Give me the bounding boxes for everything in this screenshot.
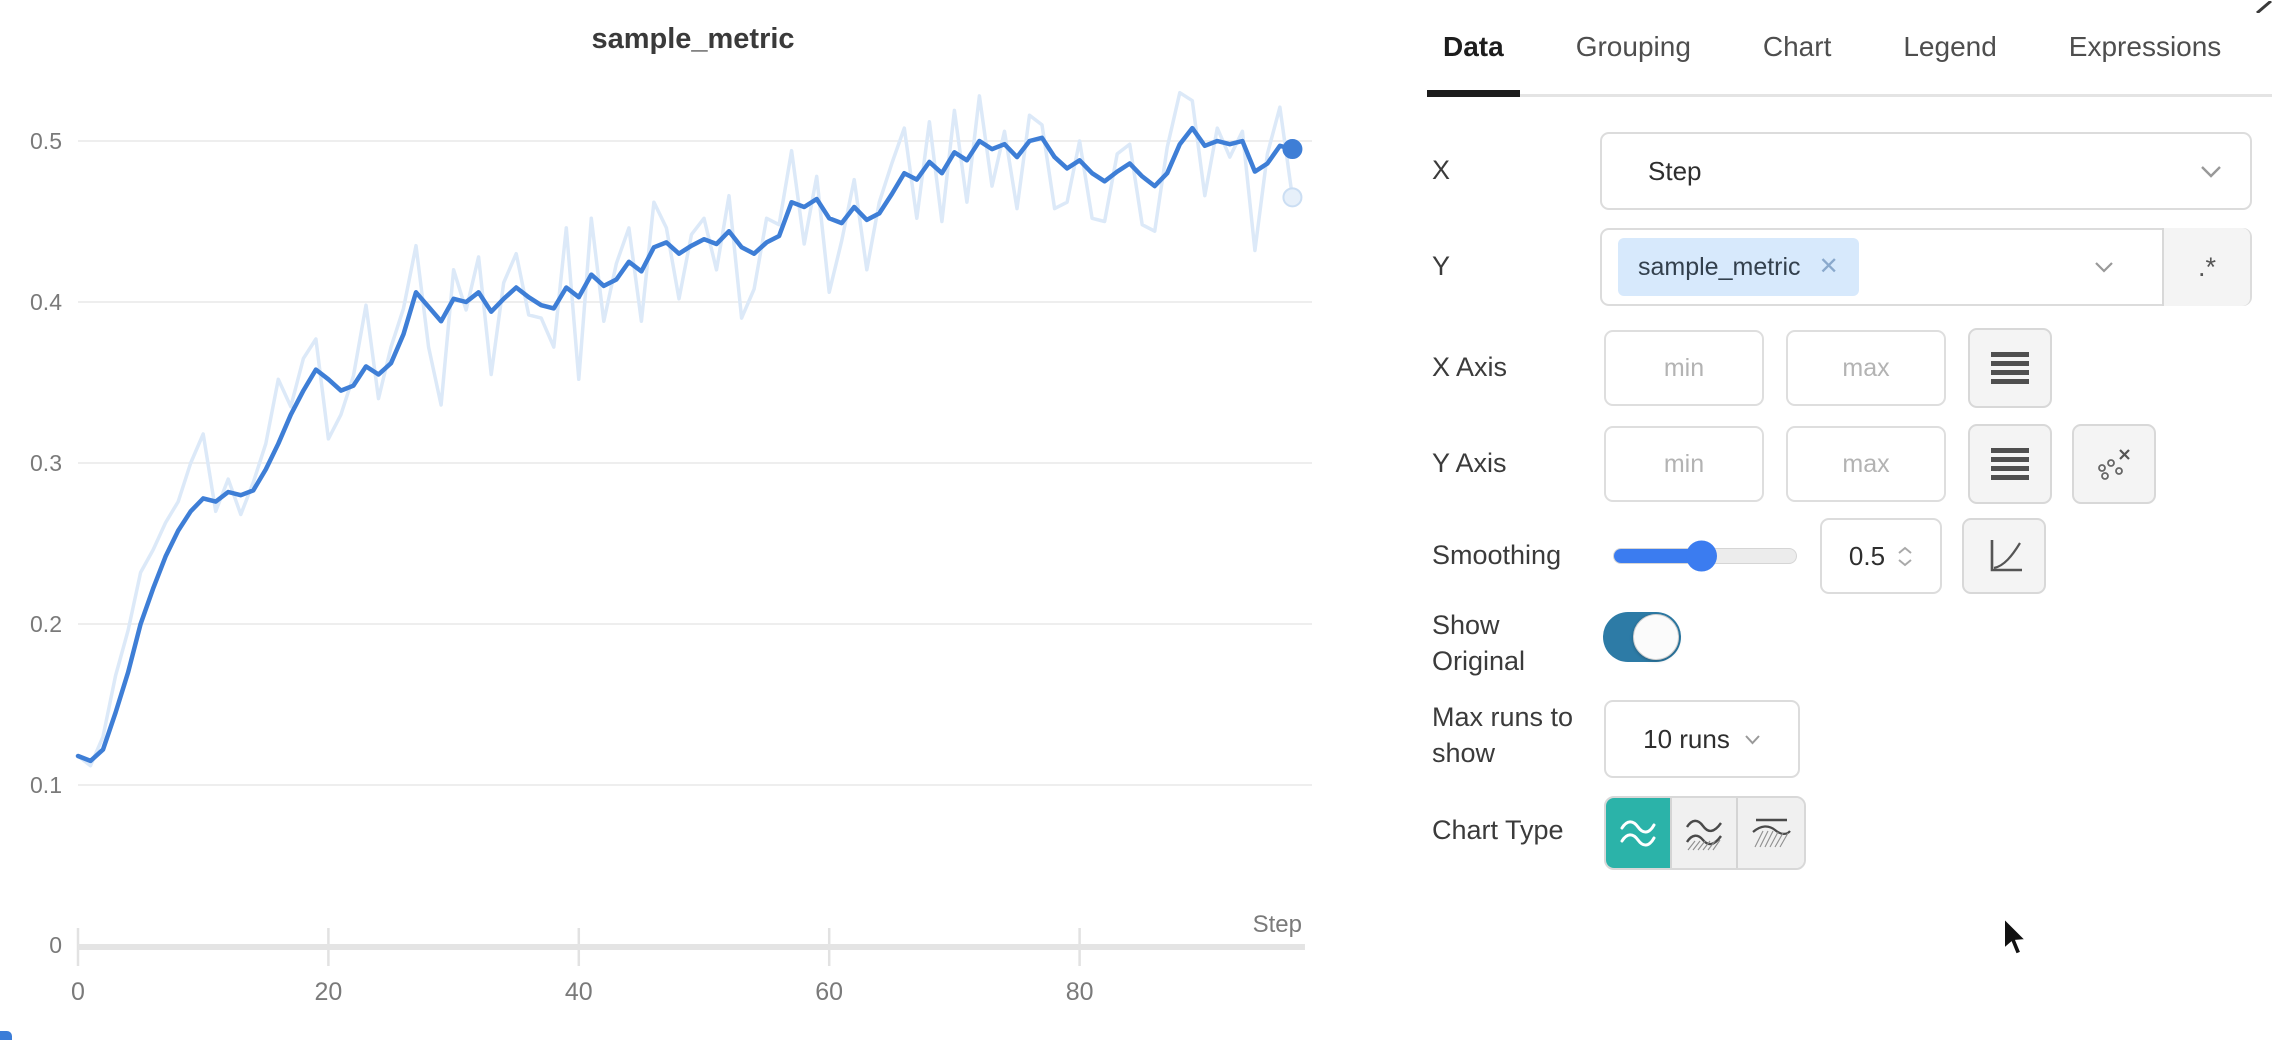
show-original-toggle[interactable] [1603,612,1681,662]
outliers-icon [2098,449,2130,480]
toggle-knob [1633,614,1679,660]
svg-text:0.1: 0.1 [30,772,62,798]
smoothing-label: Smoothing [1432,540,1562,571]
svg-text:60: 60 [815,978,843,1006]
remove-metric-icon[interactable]: ✕ [1818,253,1839,280]
y-axis-log-scale-button[interactable] [1968,424,2052,504]
y-metric-tag-label: sample_metric [1638,252,1801,281]
chart-y-tick-labels: 0.5 0.4 0.3 0.2 0.1 0 [30,128,62,958]
smoothing-row: Smoothing 0.5 [1420,518,2272,594]
x-field-label: X [1432,155,1451,186]
tab-chart-label: Chart [1762,31,1832,62]
smoothing-type-button[interactable] [1962,518,2046,594]
regex-icon: .* [2197,251,2216,282]
chart-type-row: Chart Type [1420,796,2272,870]
chart-gridlines [78,140,1312,786]
y-axis-max-input[interactable] [1786,426,1946,502]
chart-type-area[interactable] [1672,798,1738,868]
chart-settings-panel: Data Grouping Chart Legend Expressions X… [1420,0,2272,1040]
log-scale-icon [1991,448,2029,480]
y-axis-min-input[interactable] [1604,426,1764,502]
chart-type-label: Chart Type [1432,815,1564,846]
tab-data[interactable]: Data [1427,0,1520,97]
svg-text:0.2: 0.2 [30,611,62,637]
minmax-plot-icon [1752,818,1791,848]
smoothing-slider[interactable] [1613,540,1797,572]
active-tab-underline [1427,90,1520,97]
x-metric-select-value: Step [1648,155,1702,186]
chart-x-axis [76,928,1305,966]
tab-chart[interactable]: Chart [1747,0,1847,94]
show-original-row: Show Original [1420,608,2272,700]
svg-text:40: 40 [565,978,593,1006]
y-field-label: Y [1432,251,1451,282]
line-plot-icon [1620,820,1656,847]
clipped-bottom-element [0,1031,12,1040]
x-metric-select[interactable]: Step [1600,132,2252,210]
chevron-down-icon [2201,165,2221,178]
tab-expressions[interactable]: Expressions [2053,0,2238,94]
svg-text:0.5: 0.5 [30,128,62,154]
svg-text:80: 80 [1066,978,1094,1006]
y-metric-select[interactable]: sample_metric ✕ .* [1600,228,2252,306]
metric-chart-svg[interactable]: 0.5 0.4 0.3 0.2 0.1 0 0 20 40 60 80 sample_metric… [0,0,1360,1040]
max-runs-select[interactable]: 10 runs [1604,700,1800,778]
smoothing-slider-fill [1614,549,1702,563]
tab-data-label: Data [1443,31,1504,62]
ignore-outliers-button[interactable] [2072,424,2156,504]
max-runs-label: Max runs to show [1432,702,1574,768]
chart-type-segmented-control [1604,796,1806,870]
tab-grouping-label: Grouping [1575,31,1691,62]
tab-legend[interactable]: Legend [1887,0,2012,94]
svg-text:20: 20 [314,978,342,1006]
chevron-down-icon [1745,734,1760,744]
x-axis-row: X Axis [1420,328,2272,408]
area-plot-icon [1685,819,1722,851]
metric-chart-panel: 0.5 0.4 0.3 0.2 0.1 0 0 20 40 60 80 sample_metric… [0,0,1360,1040]
tab-grouping[interactable]: Grouping [1560,0,1707,94]
x-axis-min-input[interactable] [1604,330,1764,406]
chart-type-line[interactable] [1606,798,1672,868]
tab-legend-label: Legend [1903,31,1997,62]
chart-series-lines [75,90,1303,768]
smoothing-slider-thumb[interactable] [1686,540,1717,572]
svg-text:0: 0 [71,978,85,1006]
smoothing-value-input[interactable]: 0.5 [1820,518,1942,594]
tab-expressions-label: Expressions [2068,31,2222,62]
svg-text:0.3: 0.3 [30,450,62,476]
max-runs-row: Max runs to show 10 runs [1420,700,2272,782]
y-metric-tag: sample_metric ✕ [1618,238,1859,296]
x-axis-max-input[interactable] [1786,330,1946,406]
max-runs-value: 10 runs [1643,723,1730,754]
x-axis-log-scale-button[interactable] [1968,328,2052,408]
spinner-down-icon [1898,558,1912,566]
chart-type-minmax[interactable] [1738,798,1804,868]
x-axis-label: X Axis [1432,352,1508,383]
svg-text:0.4: 0.4 [30,289,62,315]
y-axis-row: Y Axis [1420,424,2272,504]
mouse-cursor [2002,915,2036,963]
chevron-down-icon [2095,262,2113,273]
running-average-icon [1990,540,2022,572]
spinner-up-icon [1898,546,1912,554]
settings-tab-bar: Data Grouping Chart Legend Expressions [1427,0,2272,97]
clipped-corner-element [2256,0,2272,18]
y-axis-label: Y Axis [1432,448,1507,479]
y-field-row: Y sample_metric ✕ .* [1420,228,2272,306]
chart-title: sample_metric [591,23,794,55]
log-scale-icon [1991,352,2029,384]
x-field-row: X Step [1420,132,2272,210]
show-original-label: Show Original [1432,610,1526,676]
x-axis-title: Step [1253,911,1302,938]
smoothing-spinner[interactable] [1897,546,1913,567]
regex-toggle-button[interactable]: .* [2162,228,2250,306]
smoothing-value: 0.5 [1848,540,1886,571]
svg-text:0: 0 [49,932,62,958]
chart-x-tick-labels: 0 20 40 60 80 [71,978,1093,1006]
